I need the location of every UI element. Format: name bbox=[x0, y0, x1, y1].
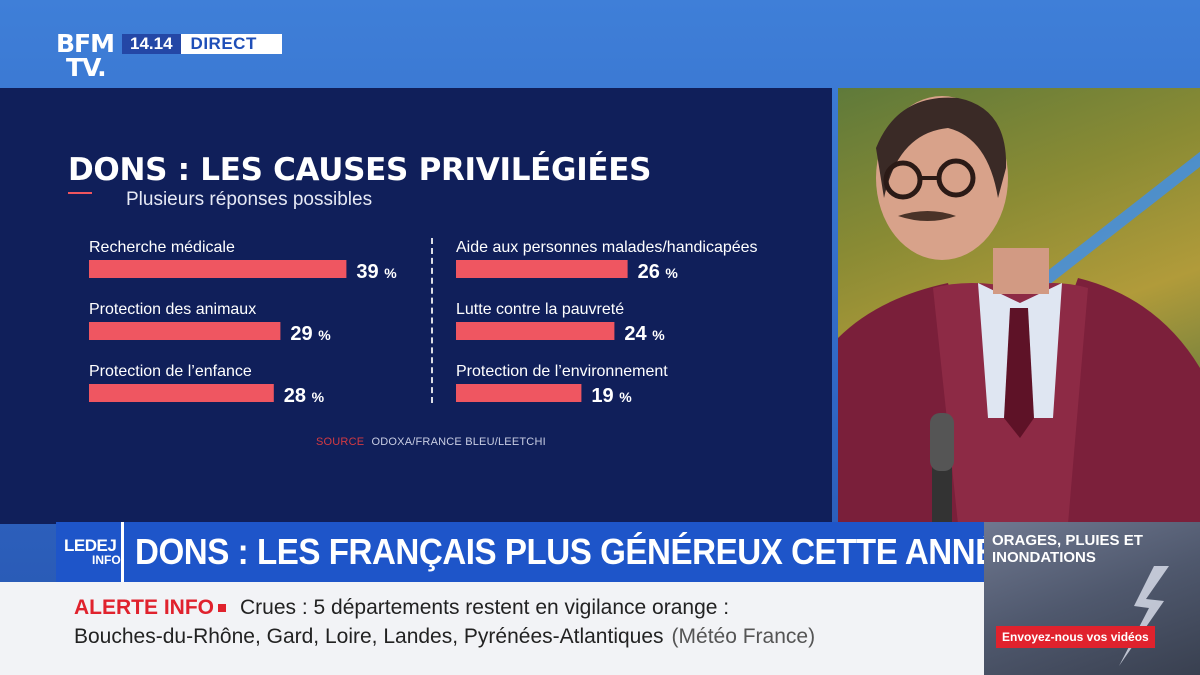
broadcast-time: 14.14 bbox=[122, 34, 181, 54]
logo-line1: BFM bbox=[56, 29, 115, 58]
ticker-line2: Bouches-du-Rhône, Gard, Loire, Landes, P… bbox=[74, 625, 815, 649]
news-ticker: ALERTE INFO Crues : 5 départements reste… bbox=[0, 582, 984, 675]
bar-label: Recherche médicale bbox=[89, 239, 235, 256]
ticker-line1: ALERTE INFO Crues : 5 départements reste… bbox=[74, 596, 729, 620]
bar-label: Protection de l’environnement bbox=[456, 363, 668, 380]
bar-value: 39 % bbox=[356, 261, 397, 283]
bar-value: 26 % bbox=[638, 261, 679, 283]
bar-label: Lutte contre la pauvreté bbox=[456, 301, 624, 318]
chart-panel: DONS : LES CAUSES PRIVILÉGIÉES Plusieurs… bbox=[0, 88, 832, 524]
source-label: SOURCE bbox=[316, 436, 365, 448]
lightning-icon bbox=[1119, 566, 1169, 666]
logo-line2: TV. bbox=[66, 53, 107, 82]
bar-value: 29 % bbox=[290, 323, 331, 345]
alert-dot-icon bbox=[218, 604, 226, 613]
column-divider bbox=[431, 238, 433, 403]
program-logo-line2: INFO bbox=[92, 553, 121, 567]
live-badge: 14.14 DIRECT bbox=[122, 34, 282, 54]
ticker-line2-text: Bouches-du-Rhône, Gard, Loire, Landes, P… bbox=[74, 625, 664, 648]
send-videos-button[interactable]: Envoyez-nous vos vidéos bbox=[996, 626, 1155, 648]
bar-value: 19 % bbox=[591, 385, 632, 407]
presenter-image bbox=[838, 96, 1200, 524]
chart-subtitle: Plusieurs réponses possibles bbox=[126, 189, 373, 210]
studio-video bbox=[838, 88, 1200, 524]
program-logo-line1: LEDEJ bbox=[64, 536, 117, 555]
weather-promo: ORAGES, PLUIES ET INONDATIONS Envoyez-no… bbox=[984, 522, 1200, 675]
live-label: DIRECT bbox=[190, 34, 257, 53]
bar-label: Aide aux personnes malades/handicapées bbox=[456, 239, 758, 256]
program-logo: LEDEJ INFO bbox=[56, 522, 124, 582]
bar-value: 28 % bbox=[284, 385, 325, 407]
headline-text: DONS : LES FRANÇAIS PLUS GÉNÉREUX CETTE … bbox=[134, 531, 1019, 572]
chart-source: SOURCE ODOXA/FRANCE BLEU/LEETCHI bbox=[316, 436, 546, 448]
headline-band: LEDEJ INFO DONS : LES FRANÇAIS PLUS GÉNÉ… bbox=[56, 522, 1019, 582]
bar bbox=[456, 260, 628, 278]
chart-title: DONS : LES CAUSES PRIVILÉGIÉES bbox=[68, 152, 652, 188]
ticker-source: (Météo France) bbox=[671, 625, 816, 648]
bar bbox=[456, 322, 615, 340]
bar-value: 24 % bbox=[624, 323, 665, 345]
bfmtv-logo: BFM TV. bbox=[56, 29, 115, 84]
source-text: ODOXA/FRANCE BLEU/LEETCHI bbox=[371, 436, 546, 448]
title-accent-line bbox=[68, 192, 92, 194]
bar bbox=[89, 322, 281, 340]
bar bbox=[89, 260, 347, 278]
bar-label: Protection des animaux bbox=[89, 301, 256, 318]
bar bbox=[456, 384, 582, 402]
bar-chart: Recherche médicale 39 % Protection des ani… bbox=[89, 239, 758, 407]
bar-label: Protection de l’enfance bbox=[89, 363, 252, 380]
bar bbox=[89, 384, 274, 402]
alert-label-text: ALERTE INFO bbox=[74, 596, 214, 619]
promo-title: ORAGES, PLUIES ET INONDATIONS bbox=[992, 532, 1143, 566]
alert-label: ALERTE INFO bbox=[74, 596, 226, 620]
ticker-line1-text: Crues : 5 départements restent en vigila… bbox=[240, 596, 730, 619]
